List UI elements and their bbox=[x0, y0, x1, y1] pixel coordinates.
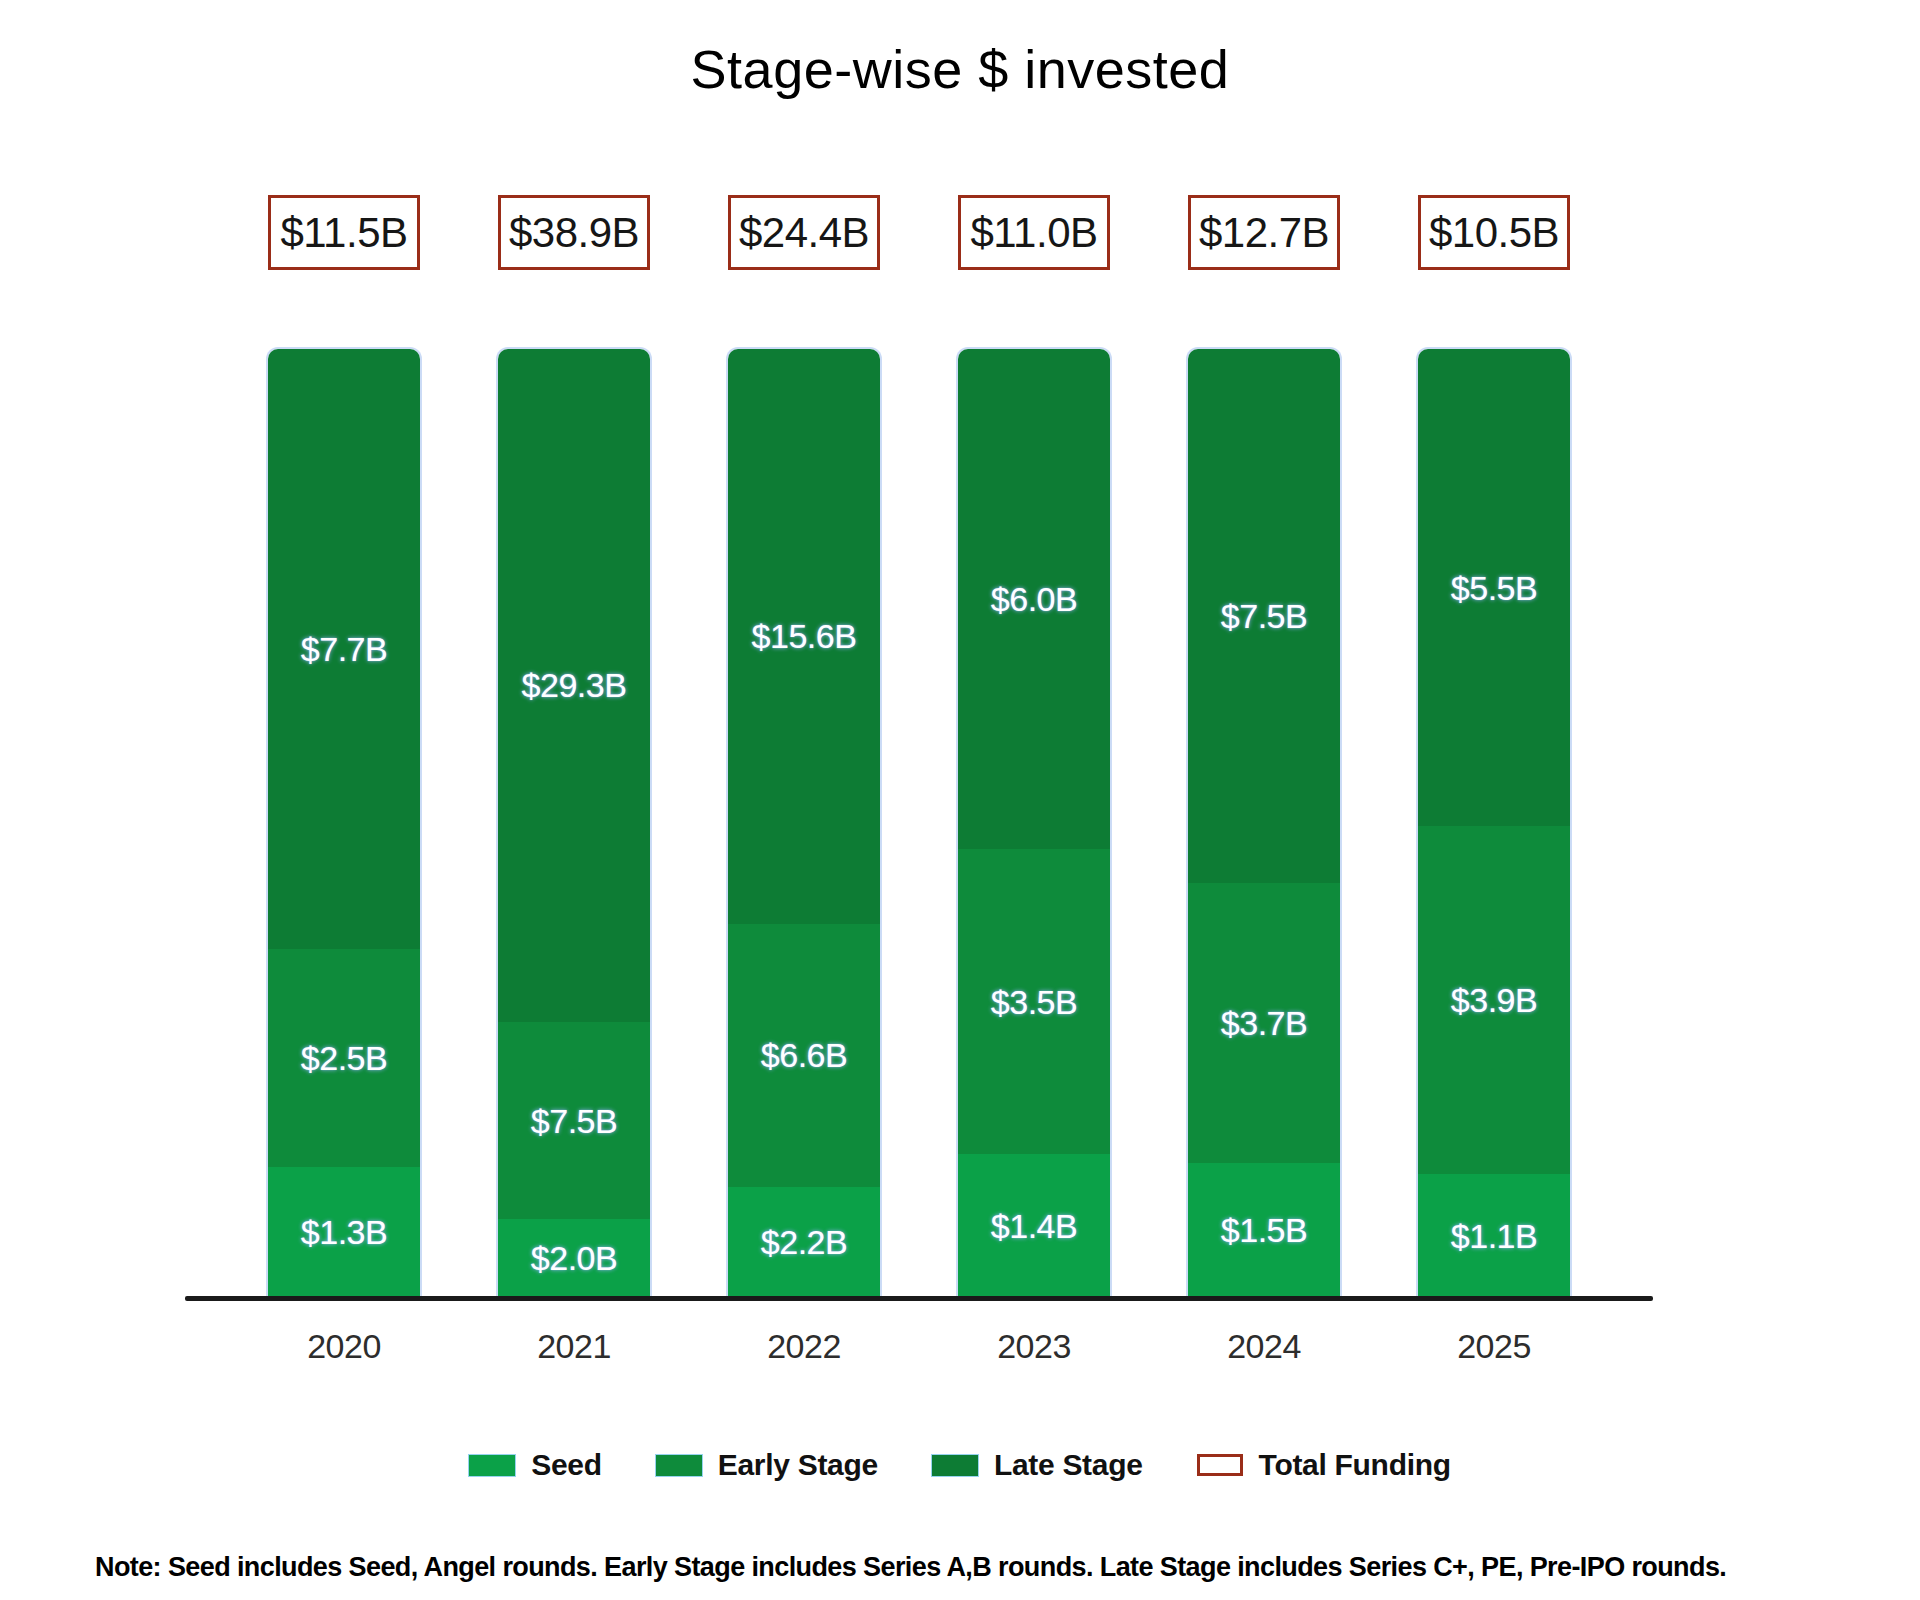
stacked-bar: $15.6B $6.6B $2.2B bbox=[728, 349, 880, 1297]
stacked-bar: $7.7B $2.5B $1.3B bbox=[268, 349, 420, 1297]
seed-segment: $1.3B bbox=[268, 1167, 420, 1297]
total-funding-box: $38.9B bbox=[498, 195, 650, 270]
x-axis-line bbox=[185, 1296, 1653, 1301]
late-stage-segment: $15.6B bbox=[728, 349, 880, 924]
bar-column-2020: $11.5B $7.7B $2.5B $1.3B 2020 bbox=[268, 195, 420, 1366]
legend: Seed Early Stage Late Stage Total Fundin… bbox=[0, 1448, 1920, 1482]
seed-segment: $1.4B bbox=[958, 1154, 1110, 1297]
stacked-bar: $7.5B $3.7B $1.5B bbox=[1188, 349, 1340, 1297]
legend-label: Late Stage bbox=[994, 1448, 1143, 1482]
plot-area: $11.5B $7.7B $2.5B $1.3B 2020 $38.9B $29… bbox=[0, 0, 1920, 1600]
x-axis-tick-label: 2024 bbox=[1188, 1327, 1340, 1366]
late-stage-segment: $7.5B bbox=[1188, 349, 1340, 883]
bar-column-2024: $12.7B $7.5B $3.7B $1.5B 2024 bbox=[1188, 195, 1340, 1366]
legend-label: Total Funding bbox=[1259, 1448, 1451, 1482]
legend-item-total-funding: Total Funding bbox=[1197, 1448, 1451, 1482]
segment-value-label: $3.7B bbox=[1221, 1006, 1307, 1040]
segment-value-label: $1.1B bbox=[1451, 1219, 1537, 1253]
segment-value-label: $7.7B bbox=[301, 632, 387, 666]
total-funding-box: $12.7B bbox=[1188, 195, 1340, 270]
segment-value-label: $7.5B bbox=[531, 1104, 617, 1138]
segment-value-label: $6.6B bbox=[761, 1038, 847, 1072]
total-funding-box: $11.0B bbox=[958, 195, 1110, 270]
stacked-bar: $5.5B $3.9B $1.1B bbox=[1418, 349, 1570, 1297]
segment-value-label: $1.5B bbox=[1221, 1213, 1307, 1247]
chart-canvas: Stage-wise $ invested $11.5B $7.7B $2.5B… bbox=[0, 0, 1920, 1600]
late-stage-segment: $6.0B bbox=[958, 349, 1110, 849]
late-stage-segment: $29.3B bbox=[498, 349, 650, 1022]
early-stage-segment: $3.7B bbox=[1188, 883, 1340, 1163]
legend-item-late-stage: Late Stage bbox=[932, 1448, 1143, 1482]
late-stage-swatch-icon bbox=[932, 1455, 978, 1476]
late-stage-segment: $5.5B bbox=[1418, 349, 1570, 826]
seed-segment: $1.5B bbox=[1188, 1163, 1340, 1297]
x-axis-tick-label: 2025 bbox=[1418, 1327, 1570, 1366]
segment-value-label: $1.4B bbox=[991, 1209, 1077, 1243]
segment-value-label: $3.9B bbox=[1451, 983, 1537, 1017]
segment-value-label: $2.5B bbox=[301, 1041, 387, 1075]
seed-segment: $1.1B bbox=[1418, 1174, 1570, 1297]
stacked-bar: $29.3B $7.5B $2.0B bbox=[498, 349, 650, 1297]
x-axis-tick-label: 2021 bbox=[498, 1327, 650, 1366]
total-funding-box: $11.5B bbox=[268, 195, 420, 270]
segment-value-label: $15.6B bbox=[752, 619, 857, 653]
legend-item-early-stage: Early Stage bbox=[656, 1448, 878, 1482]
legend-label: Seed bbox=[531, 1448, 602, 1482]
early-stage-segment: $3.9B bbox=[1418, 826, 1570, 1174]
early-stage-segment: $2.5B bbox=[268, 949, 420, 1167]
segment-value-label: $7.5B bbox=[1221, 599, 1307, 633]
bar-column-2022: $24.4B $15.6B $6.6B $2.2B 2022 bbox=[728, 195, 880, 1366]
segment-value-label: $5.5B bbox=[1451, 571, 1537, 605]
late-stage-segment: $7.7B bbox=[268, 349, 420, 949]
x-axis-tick-label: 2020 bbox=[268, 1327, 420, 1366]
seed-segment: $2.2B bbox=[728, 1187, 880, 1297]
early-stage-swatch-icon bbox=[656, 1455, 702, 1476]
total-funding-box: $24.4B bbox=[728, 195, 880, 270]
early-stage-segment: $3.5B bbox=[958, 849, 1110, 1155]
seed-swatch-icon bbox=[469, 1455, 515, 1476]
segment-value-label: $29.3B bbox=[522, 668, 627, 702]
legend-item-seed: Seed bbox=[469, 1448, 602, 1482]
total-funding-swatch-icon bbox=[1197, 1454, 1243, 1476]
segment-value-label: $6.0B bbox=[991, 582, 1077, 616]
bar-column-2025: $10.5B $5.5B $3.9B $1.1B 2025 bbox=[1418, 195, 1570, 1366]
stacked-bar: $6.0B $3.5B $1.4B bbox=[958, 349, 1110, 1297]
segment-value-label: $2.2B bbox=[761, 1225, 847, 1259]
footnote: Note: Seed includes Seed, Angel rounds. … bbox=[95, 1552, 1726, 1583]
total-funding-box: $10.5B bbox=[1418, 195, 1570, 270]
segment-value-label: $3.5B bbox=[991, 985, 1077, 1019]
bar-column-2021: $38.9B $29.3B $7.5B $2.0B 2021 bbox=[498, 195, 650, 1366]
seed-segment: $2.0B bbox=[498, 1219, 650, 1297]
segment-value-label: $2.0B bbox=[531, 1241, 617, 1275]
x-axis-tick-label: 2023 bbox=[958, 1327, 1110, 1366]
bar-column-2023: $11.0B $6.0B $3.5B $1.4B 2023 bbox=[958, 195, 1110, 1366]
x-axis-tick-label: 2022 bbox=[728, 1327, 880, 1366]
segment-value-label: $1.3B bbox=[301, 1215, 387, 1249]
early-stage-segment: $6.6B bbox=[728, 924, 880, 1187]
early-stage-segment: $7.5B bbox=[498, 1022, 650, 1220]
legend-label: Early Stage bbox=[718, 1448, 878, 1482]
